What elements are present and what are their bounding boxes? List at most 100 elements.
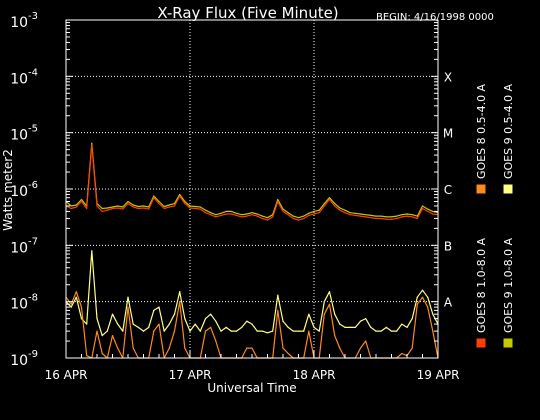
data-point-goes9-long [153,195,155,197]
data-point-goes9-short [287,326,289,328]
data-point-goes9-long [328,197,331,199]
data-point-goes9-long [359,213,362,215]
data-point-goes8-long [339,209,341,211]
data-point-goes9-short [359,320,362,322]
data-point-goes9-short [153,309,155,311]
data-point-goes9-long [292,215,294,217]
x-tick-label: 19 APR [417,368,460,382]
data-point-goes9-short [132,323,134,325]
data-point-goes9-long [282,208,284,210]
data-point-goes8-long [328,198,331,201]
x-tick-label: 17 APR [169,368,212,382]
data-point-goes9-short [117,323,119,325]
data-point-goes8-long [220,214,222,216]
data-point-goes9-short [370,326,372,328]
data-point-goes8-short [401,352,403,355]
data-point-goes9-long [354,212,356,214]
data-point-goes9-long [385,216,387,218]
data-point-goes9-long [184,200,186,203]
data-point-goes9-short [194,323,196,325]
data-point-goes9-short [96,318,98,320]
flare-class-b: B [444,239,452,253]
data-point-goes8-long [427,210,429,213]
data-point-goes8-short [251,347,253,349]
data-point-goes9-short [396,330,398,332]
data-point-goes8-short [184,347,186,349]
data-point-goes9-long [158,200,160,203]
data-point-goes9-long [401,214,403,216]
data-point-goes8-long [313,213,315,215]
data-point-goes9-short [354,326,356,328]
data-point-goes9-long [277,198,279,201]
data-point-goes9-short [163,330,165,332]
data-point-goes8-long [111,207,114,210]
data-point-goes9-long [230,210,232,213]
data-point-goes9-short [220,330,222,332]
data-point-goes8-long [292,217,294,220]
data-point-goes8-long [370,217,372,219]
flare-class-a: A [444,296,453,310]
data-point-goes9-long [375,215,377,217]
data-point-goes9-short [313,326,315,328]
data-point-goes9-long [416,215,418,217]
data-point-goes8-long [359,215,362,217]
data-point-goes8-short [323,313,325,315]
y-axis-label: Watts meter2 [1,149,15,231]
data-point-goes8-long [297,219,300,221]
data-point-goes8-short [246,347,248,349]
flare-class-x: X [444,70,452,84]
flare-class-labels: X M C B A [443,70,453,309]
data-point-goes8-long [184,203,186,205]
data-point-goes8-short [132,347,134,349]
x-tick-labels: 16 APR 17 APR 18 APR 19 APR [45,368,460,382]
data-point-goes9-long [215,214,217,216]
data-point-goes8-long [127,203,129,205]
data-point-goes9-long [380,215,382,217]
data-point-goes8-short [277,309,279,311]
y-tick-exponent: -4 [28,67,38,78]
data-point-goes8-long [225,213,227,215]
data-point-goes8-long [411,216,413,218]
data-point-goes9-short [308,313,310,315]
data-point-goes8-long [365,216,367,218]
data-point-goes9-long [287,212,289,214]
data-point-goes8-long [318,212,320,214]
data-point-goes9-long [308,212,310,214]
data-point-goes9-long [210,212,212,214]
data-point-goes9-short [277,294,279,296]
data-point-goes9-long [266,217,269,219]
data-point-goes9-long [117,205,119,207]
data-point-goes8-short [111,334,114,337]
data-point-goes9-short [127,296,129,298]
data-point-goes9-short [390,330,393,332]
data-point-goes8-short [210,326,212,328]
data-point-goes9-short [189,330,191,332]
data-point-goes9-long [318,209,320,211]
y-tick-base: 10 [10,128,28,144]
data-point-goes9-long [80,198,83,201]
data-point-goes8-short [80,306,83,308]
data-point-goes8-short [101,352,103,355]
data-point-goes8-long [349,214,351,216]
y-tick-base: 10 [10,71,28,87]
data-point-goes9-short [106,330,108,332]
data-point-goes8-long [303,217,305,220]
legend-swatch-goes8-short [476,184,486,194]
data-point-goes8-short [173,330,176,332]
data-point-goes9-long [225,210,227,213]
data-point-goes9-short [142,330,145,332]
data-point-goes8-long [354,214,356,216]
data-point-goes8-short [153,330,155,332]
data-point-goes9-long [339,207,341,209]
data-point-goes9-long [396,215,398,217]
data-point-goes9-long [297,217,300,219]
data-point-goes8-long [380,217,382,220]
data-point-goes9-long [199,206,201,208]
legend-swatch-goes9-long [503,338,513,348]
data-point-goes9-long [111,206,114,208]
y-tick-base: 10 [10,240,28,256]
data-point-goes9-long [323,203,325,205]
data-point-goes9-short [406,326,408,328]
data-point-goes8-short [117,347,119,349]
